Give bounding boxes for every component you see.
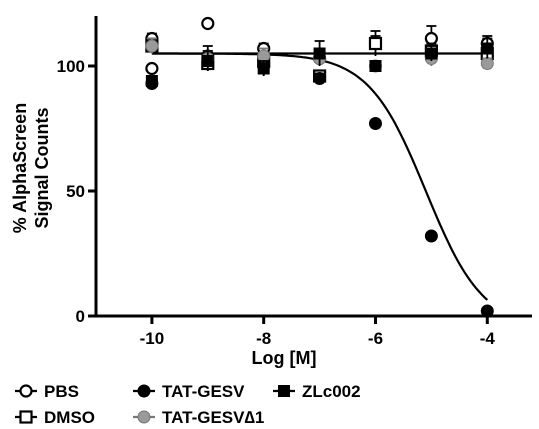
data-point-tat-gesv-1 (145, 39, 159, 53)
legend-item: ZLc002 (273, 382, 361, 401)
data-point-tat-gesv-1 (480, 57, 494, 70)
y-tick-label: 50 (66, 182, 85, 201)
y-tick-label: 0 (76, 307, 85, 326)
legend-label: TAT-GESV (162, 382, 245, 401)
data-point-tat-gesv (368, 117, 382, 130)
legend-label: TAT-GESV∆1 (162, 408, 264, 427)
series-zlc002 (145, 37, 494, 87)
data-point-pbs (201, 16, 215, 31)
data-points (145, 16, 494, 318)
x-axis-label: Log [M] (252, 348, 317, 368)
x-tick-label: -6 (368, 329, 383, 348)
data-point-zlc002 (257, 62, 270, 75)
y-axis-label-line: Signal Counts (32, 108, 52, 229)
legend-item: TAT-GESV∆1 (133, 408, 264, 427)
legend-marker (19, 384, 33, 398)
data-point-tat-gesv (480, 304, 494, 318)
data-point-zlc002 (145, 75, 158, 87)
y-axis-label-line: % AlphaScreen (10, 103, 30, 233)
legend-marker (278, 385, 290, 397)
legend-marker (137, 410, 151, 424)
legend-marker (19, 410, 33, 424)
legend-item: TAT-GESV (133, 382, 245, 401)
legend-marker (137, 384, 151, 398)
legend-item: PBS (15, 382, 79, 401)
data-point-pbs (145, 61, 159, 76)
axes: -10 -8 -6 -4 0 50 100 Log [M] % AlphaScreen Signa… (10, 16, 532, 368)
fit-curves (151, 52, 489, 301)
y-tick-label: 100 (57, 57, 85, 76)
data-point-zlc002 (201, 55, 214, 67)
data-point-tat-gesv (313, 72, 327, 85)
data-point-zlc002 (313, 47, 326, 60)
x-tick-label: -10 (140, 329, 165, 348)
data-point-zlc002 (369, 60, 382, 72)
data-point-zlc002 (425, 47, 438, 60)
legend-label: PBS (44, 382, 79, 401)
data-point-dmso (368, 36, 383, 51)
x-tick-label: -4 (480, 329, 496, 348)
fit-curve-tat-gesv (151, 52, 489, 301)
legend-label: DMSO (44, 408, 95, 427)
data-point-tat-gesv (424, 229, 438, 243)
x-tick-label: -8 (256, 329, 271, 348)
series-tat-gesv (145, 45, 494, 318)
data-point-zlc002 (481, 42, 494, 55)
legend: PBS TAT-GESV ZLc002 DMSO TAT-GESV∆1 (15, 382, 361, 427)
legend-item: DMSO (15, 408, 95, 427)
y-axis-label: % AlphaScreen Signal Counts (10, 103, 52, 233)
data-point-pbs (424, 31, 438, 46)
legend-label: ZLc002 (302, 382, 361, 401)
